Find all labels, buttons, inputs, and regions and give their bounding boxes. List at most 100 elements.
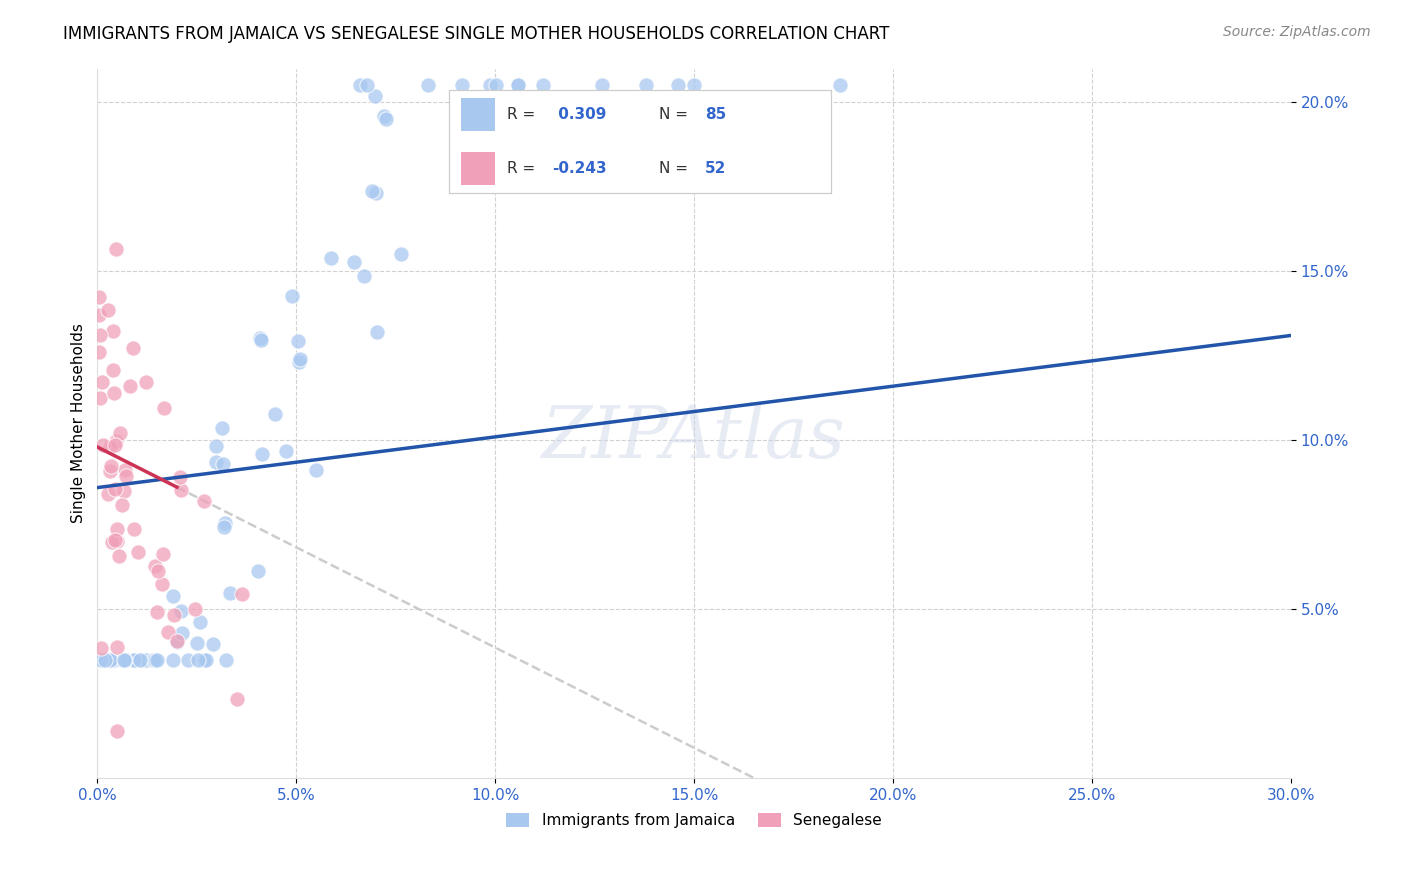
Point <box>366 325 388 339</box>
Point <box>135 376 157 390</box>
Point <box>156 624 179 639</box>
Point <box>193 653 215 667</box>
Point <box>163 608 186 623</box>
Point <box>100 535 122 549</box>
Point <box>170 483 193 497</box>
Point <box>389 246 412 260</box>
Point <box>250 447 273 461</box>
Point <box>211 421 233 435</box>
Point <box>162 653 184 667</box>
Point <box>115 653 138 667</box>
Point <box>89 328 111 343</box>
Point <box>122 653 145 667</box>
Point <box>219 586 242 600</box>
Point <box>122 523 145 537</box>
Point <box>135 653 157 667</box>
Point <box>129 653 152 667</box>
Point <box>231 586 253 600</box>
Point <box>94 653 117 667</box>
Point <box>129 653 152 667</box>
Point <box>319 251 342 265</box>
Point <box>169 470 191 484</box>
Point <box>94 653 117 667</box>
Point <box>193 494 215 508</box>
Point <box>212 519 235 533</box>
Point <box>105 533 128 548</box>
Point <box>101 363 124 377</box>
Point <box>122 653 145 667</box>
Point <box>153 401 176 415</box>
Point <box>281 289 304 303</box>
Point <box>356 78 378 93</box>
Point <box>89 309 111 323</box>
Point <box>204 455 226 469</box>
Point <box>274 444 297 458</box>
Point <box>361 185 384 199</box>
Point <box>162 589 184 603</box>
Point <box>375 112 398 127</box>
Point <box>349 78 371 93</box>
Point <box>124 653 146 667</box>
Point <box>93 653 115 667</box>
Point <box>288 351 311 366</box>
Point <box>353 269 375 284</box>
Point <box>101 653 124 667</box>
Point <box>176 653 198 667</box>
Point <box>89 344 111 359</box>
Point <box>91 438 114 452</box>
Point <box>366 186 388 201</box>
Point <box>636 78 658 93</box>
Point <box>194 653 217 667</box>
Point <box>120 379 142 393</box>
Point <box>100 653 122 667</box>
Point <box>91 653 114 667</box>
Point <box>142 653 165 667</box>
Point <box>479 78 502 93</box>
Point <box>111 653 134 667</box>
Point <box>212 458 235 472</box>
Point <box>288 354 311 368</box>
Point <box>105 242 128 256</box>
Text: Source: ZipAtlas.com: Source: ZipAtlas.com <box>1223 25 1371 39</box>
Point <box>249 333 271 347</box>
Point <box>485 78 508 93</box>
Point <box>146 653 169 667</box>
Point <box>124 653 146 667</box>
Point <box>103 533 125 548</box>
Point <box>184 601 207 615</box>
Point <box>364 89 387 103</box>
Point <box>225 692 247 706</box>
Point <box>214 516 236 530</box>
Point <box>141 653 163 667</box>
Point <box>100 458 122 473</box>
Text: IMMIGRANTS FROM JAMAICA VS SENEGALESE SINGLE MOTHER HOUSEHOLDS CORRELATION CHART: IMMIGRANTS FROM JAMAICA VS SENEGALESE SI… <box>63 25 890 43</box>
Point <box>204 439 226 453</box>
Text: ZIPAtlas: ZIPAtlas <box>543 402 846 473</box>
Point <box>89 391 111 405</box>
Point <box>343 254 366 268</box>
Point <box>263 407 285 421</box>
Point <box>105 522 128 536</box>
Point <box>150 576 173 591</box>
Point <box>122 342 145 356</box>
Point <box>127 545 149 559</box>
Point <box>190 615 212 629</box>
Point <box>591 78 613 93</box>
Point <box>90 653 112 667</box>
Point <box>104 437 127 451</box>
Point <box>247 564 270 578</box>
Y-axis label: Single Mother Households: Single Mother Households <box>72 324 86 524</box>
Point <box>97 487 120 501</box>
Point <box>114 653 136 667</box>
Point <box>89 291 111 305</box>
Point <box>215 653 238 667</box>
Point <box>90 653 112 667</box>
Point <box>506 78 529 93</box>
Point <box>114 468 136 483</box>
Point <box>287 334 309 348</box>
Point <box>166 635 188 649</box>
Point <box>112 483 135 498</box>
Point <box>416 78 439 93</box>
Point <box>187 653 209 667</box>
Point <box>103 324 125 338</box>
